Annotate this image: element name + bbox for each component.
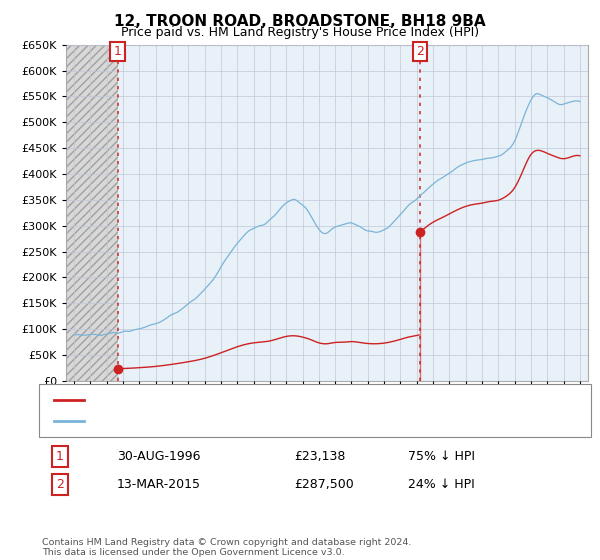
Text: 1: 1 bbox=[113, 45, 121, 58]
Bar bbox=[66, 45, 118, 381]
Text: 24% ↓ HPI: 24% ↓ HPI bbox=[408, 478, 475, 491]
Text: 75% ↓ HPI: 75% ↓ HPI bbox=[408, 450, 475, 463]
Text: £23,138: £23,138 bbox=[294, 450, 346, 463]
Text: Contains HM Land Registry data © Crown copyright and database right 2024.
This d: Contains HM Land Registry data © Crown c… bbox=[42, 538, 412, 557]
Text: 2: 2 bbox=[56, 478, 64, 491]
Text: £287,500: £287,500 bbox=[294, 478, 354, 491]
Text: Price paid vs. HM Land Registry's House Price Index (HPI): Price paid vs. HM Land Registry's House … bbox=[121, 26, 479, 39]
Text: 30-AUG-1996: 30-AUG-1996 bbox=[117, 450, 200, 463]
Text: 1: 1 bbox=[56, 450, 64, 463]
Text: HPI: Average price, detached house, Bournemouth Christchurch and Poole: HPI: Average price, detached house, Bour… bbox=[90, 416, 496, 426]
Text: 2: 2 bbox=[416, 45, 424, 58]
Text: 12, TROON ROAD, BROADSTONE, BH18 9BA: 12, TROON ROAD, BROADSTONE, BH18 9BA bbox=[114, 14, 486, 29]
Text: 13-MAR-2015: 13-MAR-2015 bbox=[117, 478, 201, 491]
Text: 12, TROON ROAD, BROADSTONE, BH18 9BA (detached house): 12, TROON ROAD, BROADSTONE, BH18 9BA (de… bbox=[90, 395, 431, 405]
